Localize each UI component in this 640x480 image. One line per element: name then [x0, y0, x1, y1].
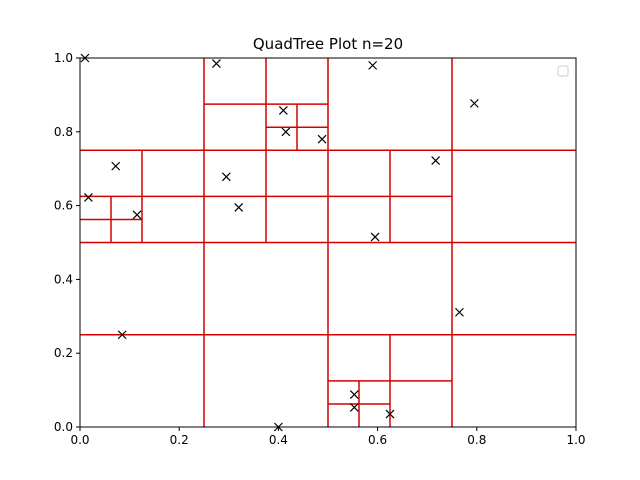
data-point-x-marker	[111, 161, 121, 171]
x-axis-ticks: 0.0 0.2 0.4 0.6 0.8 1.0	[70, 427, 586, 447]
marker-stroke	[117, 330, 127, 340]
marker-stroke	[211, 59, 221, 68]
marker-stroke	[281, 127, 291, 137]
data-point-x-marker	[469, 98, 479, 108]
marker-stroke	[455, 307, 464, 317]
x-tick-label: 1.0	[566, 433, 585, 447]
quadtree-lines	[80, 58, 576, 427]
data-point-x-marker	[132, 210, 142, 220]
marker-stroke	[349, 403, 359, 412]
y-tick-label: 0.4	[54, 272, 73, 286]
data-point-x-marker	[455, 307, 464, 317]
data-point-x-marker	[317, 134, 327, 144]
data-point-x-marker	[349, 403, 359, 412]
plot-frame	[79, 57, 577, 428]
data-point-x-marker	[370, 232, 380, 242]
x-tick-label: 0.4	[269, 433, 288, 447]
marker-stroke	[111, 161, 121, 171]
data-point-x-marker	[234, 203, 244, 212]
x-tick-label: 0.6	[368, 433, 387, 447]
marker-stroke	[431, 156, 441, 166]
y-tick-label: 0.2	[54, 346, 73, 360]
data-point-x-marker	[431, 156, 441, 166]
marker-stroke	[370, 232, 380, 242]
data-point-x-marker	[349, 390, 359, 399]
data-point-x-marker	[281, 127, 291, 137]
y-tick-label: 0.0	[54, 420, 73, 434]
x-tick-label: 0.8	[467, 433, 486, 447]
data-point-x-marker	[84, 193, 93, 202]
y-tick-label: 0.8	[54, 125, 73, 139]
marker-stroke	[469, 98, 479, 108]
chart-title: QuadTree Plot n=20	[253, 35, 403, 53]
marker-stroke	[278, 105, 288, 115]
y-tick-label: 1.0	[54, 51, 73, 65]
x-tick-label: 0.0	[70, 433, 89, 447]
data-point-x-marker	[211, 59, 221, 68]
data-points	[80, 53, 479, 432]
legend-box	[557, 65, 569, 77]
data-point-x-marker	[385, 409, 395, 419]
data-point-x-marker	[117, 330, 127, 340]
data-point-x-marker	[368, 60, 378, 70]
data-point-x-marker	[221, 172, 231, 182]
marker-stroke	[385, 409, 395, 419]
marker-stroke	[132, 210, 142, 220]
marker-stroke	[368, 60, 378, 70]
marker-stroke	[221, 172, 231, 182]
marker-stroke	[84, 193, 93, 202]
marker-stroke	[349, 390, 359, 399]
y-tick-label: 0.6	[54, 199, 73, 213]
y-axis-ticks: 0.0 0.2 0.4 0.6 0.8 1.0	[54, 51, 80, 434]
x-tick-label: 0.2	[170, 433, 189, 447]
marker-stroke	[234, 203, 244, 212]
axes	[79, 57, 577, 428]
data-point-x-marker	[278, 105, 288, 115]
marker-stroke	[317, 134, 327, 144]
